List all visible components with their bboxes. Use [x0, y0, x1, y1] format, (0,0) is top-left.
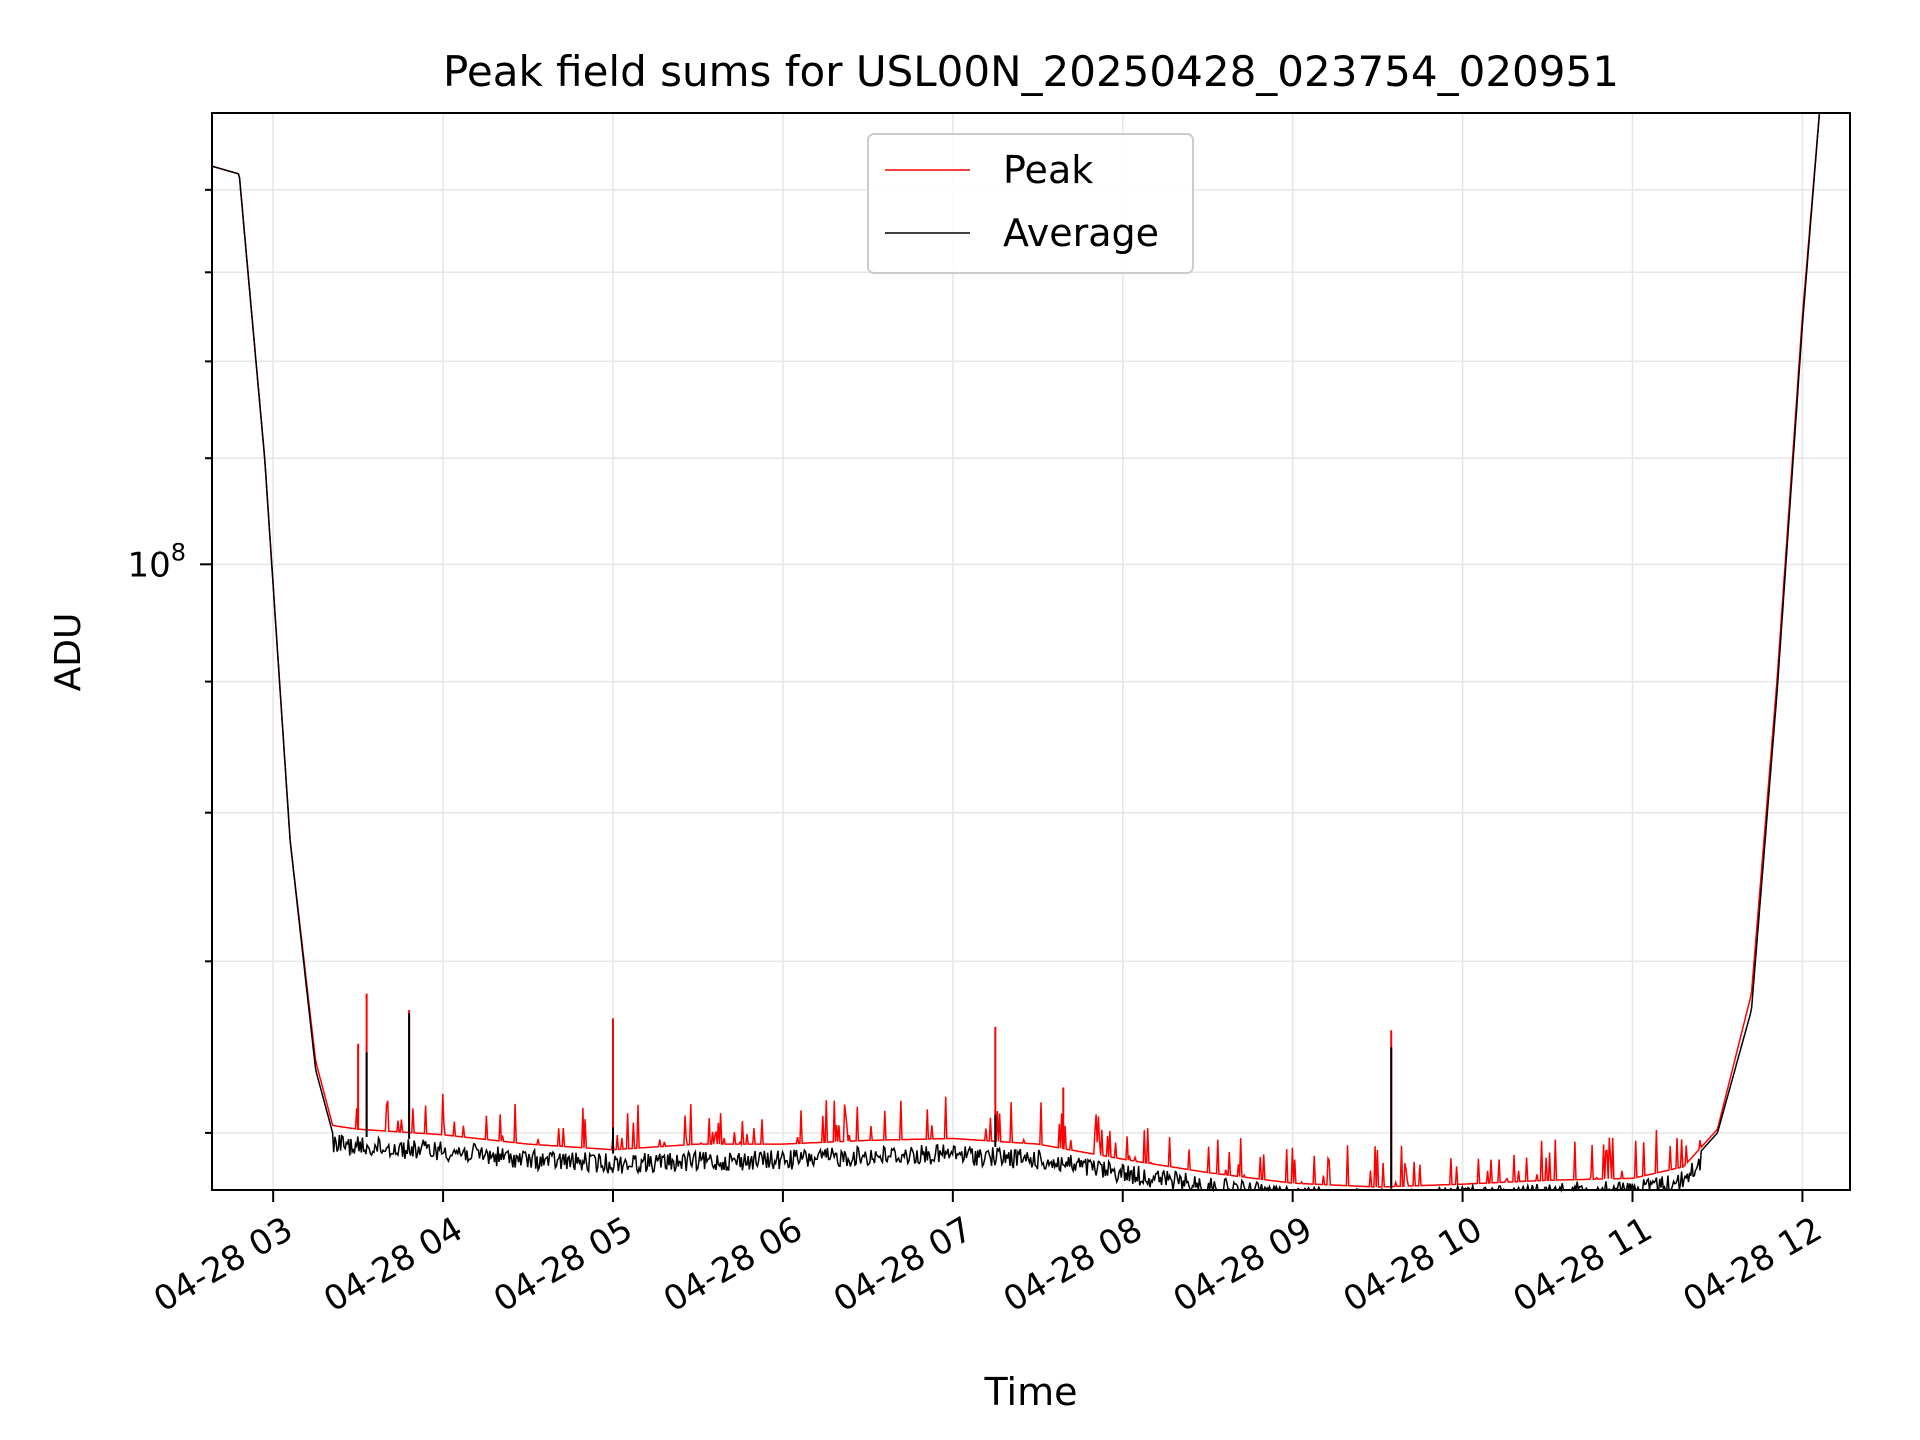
legend: Peak Average [867, 133, 1194, 274]
legend-box [867, 133, 1194, 274]
legend-label-peak: Peak [1003, 148, 1093, 192]
chart-title: Peak field sums for USL00N_20250428_0237… [443, 47, 1619, 96]
plot-frame [211, 112, 1851, 1191]
y-tick-label: 108 [127, 538, 186, 585]
legend-label-average: Average [1003, 211, 1159, 255]
x-axis-label: Time [984, 1370, 1078, 1414]
y-axis-label: ADU [48, 613, 89, 692]
series-line-peak [211, 112, 1821, 1188]
grid [212, 113, 1850, 1190]
